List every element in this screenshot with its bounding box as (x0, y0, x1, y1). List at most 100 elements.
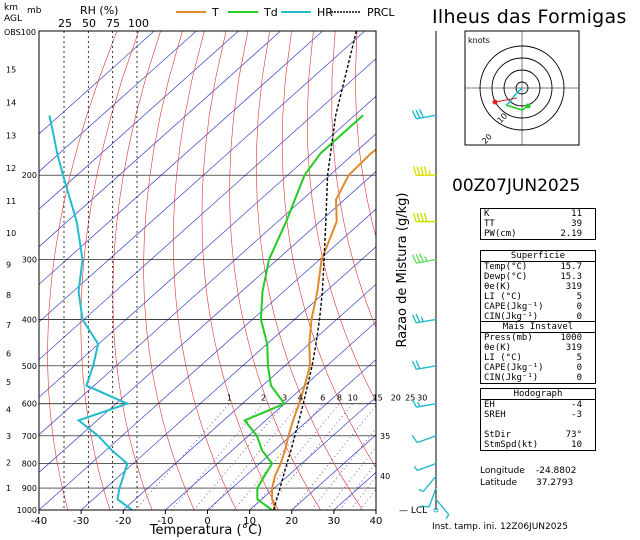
surface-row: LI (°C) 5 (481, 292, 595, 302)
wind-barb-flag (420, 212, 424, 222)
pressure-tick-label: 200 (22, 171, 37, 180)
x-axis-title: Temperatura (°C) (149, 523, 262, 538)
legend-label-hr: HR (317, 6, 333, 19)
legend-label-prcl: PRCL (367, 6, 395, 19)
isotherm-line (39, 31, 366, 323)
wind-barb-flag (420, 316, 425, 322)
wind-barb-flag (413, 465, 418, 471)
isotherm-line (39, 31, 323, 285)
wind-barb (420, 487, 437, 508)
height-tick-label: 13 (6, 131, 16, 140)
x-tick-label: 10 (243, 516, 256, 527)
wind-barb-flag (423, 166, 428, 176)
pressure-tick-label: 700 (22, 432, 37, 441)
height-tick-label: 3 (6, 432, 11, 441)
hodograph-value: -4 (571, 400, 582, 410)
isotherm-line (39, 31, 239, 210)
station-name: Ilheus das Formigas (432, 6, 627, 28)
wind-barb-flag (445, 514, 450, 520)
latitude-value: 37.2793 (536, 478, 574, 488)
most-unstable-key: LI (°C) (484, 353, 522, 363)
surface-key: CAPE(Jkg⁻¹) (484, 302, 544, 312)
hodograph-key: StDir (484, 430, 512, 440)
dry-adiabat-line (256, 31, 363, 510)
hodograph-row: EH -4 (481, 400, 595, 410)
hodograph-row: StDir 73° (481, 430, 595, 440)
height-tick-label: 4 (6, 405, 11, 414)
index-key: PW(cm) (484, 229, 517, 239)
most-unstable-key: CAPE(Jkg⁻¹) (484, 363, 544, 373)
hodograph-key (484, 420, 546, 430)
wind-barb-flag (418, 109, 425, 118)
height-tick-label: 6 (6, 350, 11, 359)
isotherm-line (207, 359, 376, 510)
longitude-value: -24.8802 (536, 466, 577, 476)
hodograph-label: knots (468, 36, 490, 45)
dry-adiabat-line (172, 31, 237, 510)
hodograph-value: 10 (571, 440, 582, 450)
indices-panel: K 11 TT 39 PW(cm) 2.19 (480, 208, 596, 240)
most-unstable-row: Press(mb) 1000 (481, 333, 595, 343)
mixing-ratio-label: 30 (417, 394, 427, 403)
most-unstable-value: 5 (576, 353, 582, 363)
wind-barb-flag (416, 166, 421, 176)
surface-value: 15.3 (560, 272, 582, 282)
isotherm-line (39, 31, 281, 248)
bunkers-marker (525, 103, 531, 109)
surface-row: Dewp(°C) 15.3 (481, 272, 595, 282)
hodograph-value: 73° (565, 430, 582, 440)
wind-barb-flag (416, 212, 421, 222)
wind-barb-flag (418, 488, 424, 493)
legend-label-t: T (211, 6, 219, 19)
mixing-ratio-line (251, 403, 340, 510)
wind-barb-flag (411, 254, 417, 264)
isotherm-line (39, 95, 376, 398)
mixing-ratio-label: 6 (320, 394, 325, 403)
wind-barb-staff (416, 462, 437, 472)
most-unstable-key: θe(K) (484, 343, 512, 353)
footer-note: Inst. tamp. ini. 12Z06JUN2025 (432, 522, 568, 532)
wind-barb (435, 498, 450, 520)
y-axis-title-mixing-ratio: Razao de Mistura (g/kg) (395, 193, 410, 348)
hodograph-key: EH (484, 400, 495, 410)
series-t-line (271, 148, 376, 510)
longitude-row: Longitude -24.8802 (480, 466, 600, 476)
latitude-row: Latitude 37.2793 (480, 478, 600, 488)
index-key: K (484, 209, 490, 219)
run-time: 00Z07JUN2025 (452, 176, 581, 196)
wind-barb-flag (415, 360, 421, 369)
wind-barb-flag (411, 314, 417, 324)
index-key: TT (484, 219, 495, 229)
most-unstable-row: LI (°C) 5 (481, 353, 595, 363)
surface-value: 319 (565, 282, 582, 292)
wind-barb (411, 313, 437, 324)
hodograph-row: StmSpd(kt) 10 (481, 440, 595, 450)
hodograph-row: SREH -3 (481, 410, 595, 420)
height-tick-label: 7 (6, 321, 11, 330)
lcl-label: — LCL (399, 506, 427, 516)
isotherm-line (39, 58, 376, 361)
wind-barb (411, 360, 437, 370)
index-row: TT 39 (481, 219, 595, 229)
x-tick-label: 0 (204, 516, 210, 527)
dry-adiabat-line (354, 31, 376, 239)
rh-tick-75: 75 (106, 17, 120, 30)
wind-barb-staff (416, 435, 437, 444)
most-unstable-row: CIN(Jkg⁻¹) 0 (481, 373, 595, 383)
mb-label: mb (27, 6, 42, 16)
wind-barb (412, 166, 436, 176)
mixing-ratio-label: 8 (337, 394, 342, 403)
rh-tick-25: 25 (58, 17, 72, 30)
surface-panel: Superficie Temp(°C) 15.7 Dewp(°C) 15.3 θe(K)… (480, 250, 596, 323)
surface-value: 0 (576, 312, 582, 322)
mixing-ratio-line (193, 403, 285, 510)
x-tick-label: -20 (115, 516, 131, 527)
hodograph-key: SREH (484, 410, 506, 420)
most-unstable-value: 0 (576, 363, 582, 373)
x-tick-label: 40 (370, 516, 383, 527)
surface-key: θe(K) (484, 282, 512, 292)
x-tick-label: -30 (73, 516, 89, 527)
pressure-tick-label: 600 (22, 400, 37, 409)
pressure-tick-label: 900 (22, 484, 37, 493)
